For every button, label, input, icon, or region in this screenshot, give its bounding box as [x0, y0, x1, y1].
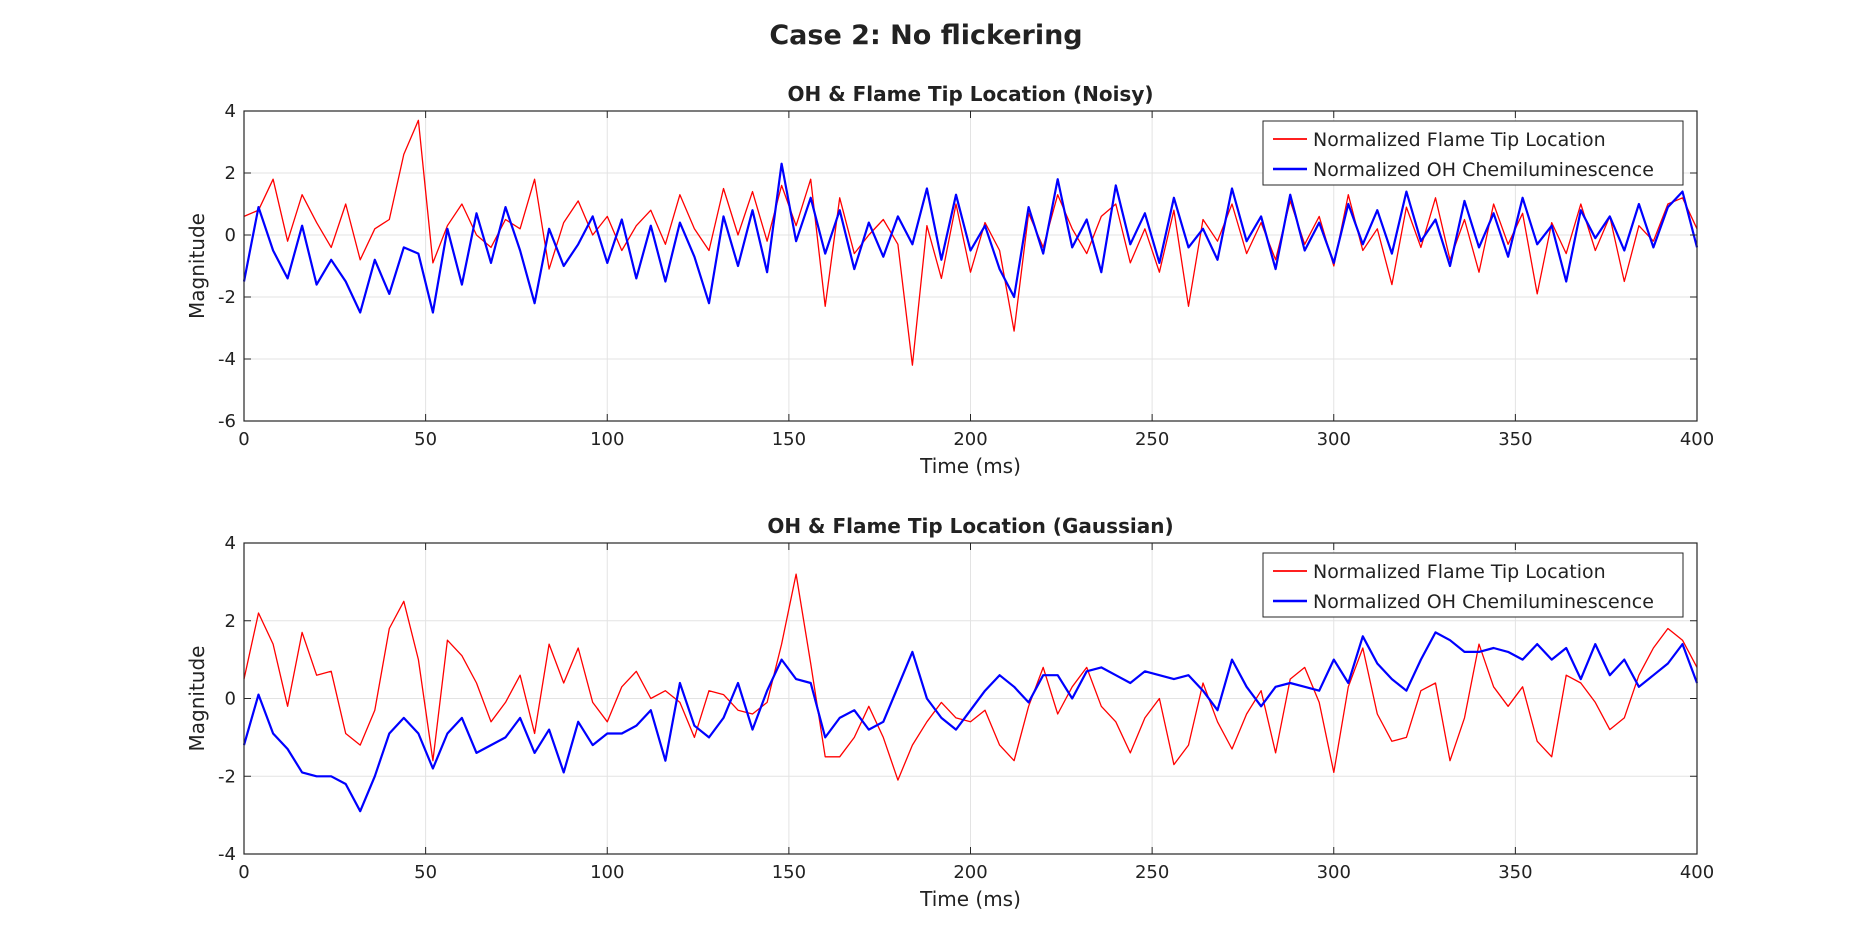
series-line-flame-tip [243, 573, 1698, 781]
x-tick-label: 400 [1680, 429, 1714, 450]
x-tick-label: 200 [953, 862, 987, 883]
subplot-gaussian: 0 50 100 150 200 250 300 350 400 -4 -2 0 2 4 OH & Flam… [185, 514, 1714, 911]
series-line-oh-chemiluminescence [242, 162, 1699, 314]
legend-label: Normalized OH Chemiluminescence [1313, 159, 1654, 181]
x-axis-label: Time (ms) [919, 454, 1021, 478]
y-tick-label: -4 [218, 844, 236, 865]
legend: Normalized Flame Tip Location Normalized … [1262, 552, 1684, 618]
y-tick-label: 0 [225, 225, 236, 246]
plot-title: OH & Flame Tip Location (Noisy) [787, 82, 1153, 106]
y-tick-label: 4 [225, 533, 236, 554]
x-tick-label: 300 [1317, 862, 1351, 883]
plot-title: OH & Flame Tip Location (Gaussian) [767, 514, 1173, 538]
series-line-oh-chemiluminescence [242, 631, 1699, 813]
y-tick-label: 0 [225, 689, 236, 710]
y-axis-label: Magnitude [185, 646, 209, 752]
x-tick-label: 0 [238, 862, 249, 883]
y-tick-label: 2 [225, 163, 236, 184]
legend: Normalized Flame Tip Location Normalized … [1262, 120, 1684, 186]
y-tick-label: -6 [218, 411, 236, 432]
x-tick-label: 350 [1498, 429, 1532, 450]
x-tick-label: 400 [1680, 862, 1714, 883]
x-tick-label: 250 [1135, 862, 1169, 883]
legend-label: Normalized Flame Tip Location [1313, 561, 1606, 583]
legend-box [1262, 120, 1684, 186]
y-tick-label: -2 [218, 287, 236, 308]
legend-box [1262, 552, 1684, 618]
figure-title: Case 2: No flickering [769, 20, 1082, 51]
x-tick-label: 150 [772, 862, 806, 883]
legend-label: Normalized Flame Tip Location [1313, 129, 1606, 151]
x-axis-label: Time (ms) [919, 887, 1021, 911]
x-tick-label: 0 [238, 429, 249, 450]
x-tick-label: 150 [772, 429, 806, 450]
subplot-noisy: 0 50 100 150 200 250 300 350 400 -6 -4 -2 0 2 4 OH & Fl… [185, 82, 1714, 478]
x-tick-label: 100 [590, 429, 624, 450]
y-tick-label: 4 [225, 101, 236, 122]
x-tick-label: 50 [414, 862, 437, 883]
x-tick-label: 350 [1498, 862, 1532, 883]
y-axis-label: Magnitude [185, 213, 209, 319]
x-tick-label: 250 [1135, 429, 1169, 450]
y-tick-label: -4 [218, 349, 236, 370]
legend-label: Normalized OH Chemiluminescence [1313, 591, 1654, 613]
x-tick-label: 50 [414, 429, 437, 450]
y-tick-label: -2 [218, 766, 236, 787]
y-tick-label: 2 [225, 611, 236, 632]
x-tick-label: 200 [953, 429, 987, 450]
x-tick-label: 300 [1317, 429, 1351, 450]
x-tick-label: 100 [590, 862, 624, 883]
